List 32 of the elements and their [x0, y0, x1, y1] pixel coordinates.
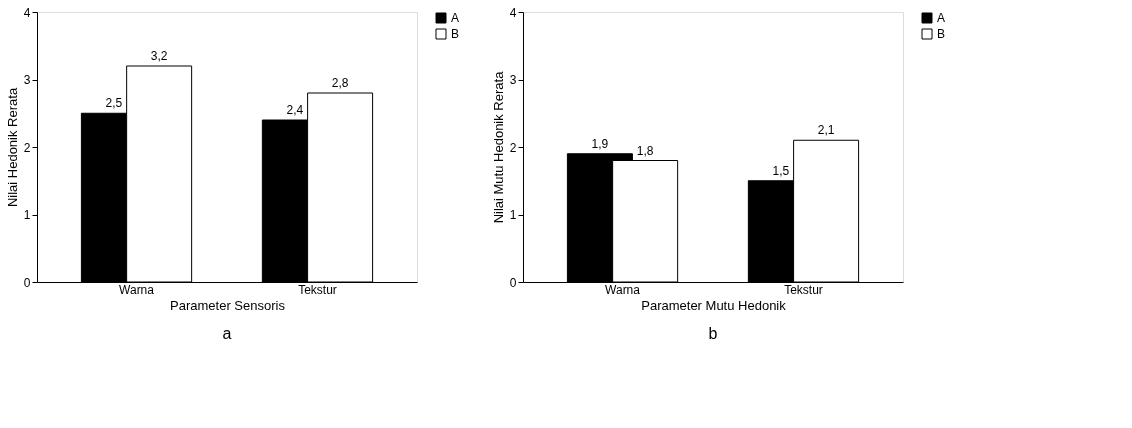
- y-tick-label: 1: [509, 208, 517, 222]
- y-tick-label: 4: [23, 5, 31, 20]
- legend-label: A: [451, 11, 460, 25]
- y-axis-title: Nilai Mutu Hedonik Rerata: [490, 70, 506, 224]
- y-tick-label: 0: [23, 275, 31, 290]
- legend-label: A: [937, 11, 946, 25]
- data-label: 3,2: [150, 49, 168, 63]
- legend-label: B: [937, 27, 946, 41]
- y-tick-label: 0: [509, 275, 517, 290]
- x-axis-title: Parameter Sensoris: [170, 297, 286, 313]
- y-tick-label: 3: [23, 73, 31, 87]
- data-label: 2,8: [331, 76, 349, 90]
- data-label: 2,4: [286, 103, 304, 117]
- x-tick-label: Tekstur: [298, 282, 337, 297]
- text: b: [708, 325, 718, 342]
- data-label: 1,5: [772, 163, 790, 178]
- legend-label: B: [451, 27, 460, 41]
- y-axis-title: Nilai Hedonik Rerata: [4, 87, 20, 208]
- y-tick-label: 4: [509, 5, 517, 20]
- data-label: 1,8: [636, 143, 654, 158]
- text: a: [222, 325, 232, 342]
- data-label: 2,5: [105, 96, 123, 111]
- y-tick-label: 3: [509, 73, 517, 87]
- y-tick-label: 1: [23, 208, 31, 222]
- x-axis-title: Parameter Mutu Hedonik: [641, 297, 787, 313]
- data-label: 2,1: [817, 123, 835, 138]
- y-tick-label: 2: [509, 140, 517, 155]
- y-tick-label: 2: [23, 140, 31, 155]
- x-tick-label: Warna: [119, 282, 155, 297]
- x-tick-label: Tekstur: [784, 282, 823, 297]
- data-label: 1,9: [591, 136, 609, 151]
- x-tick-label: Warna: [605, 282, 641, 297]
